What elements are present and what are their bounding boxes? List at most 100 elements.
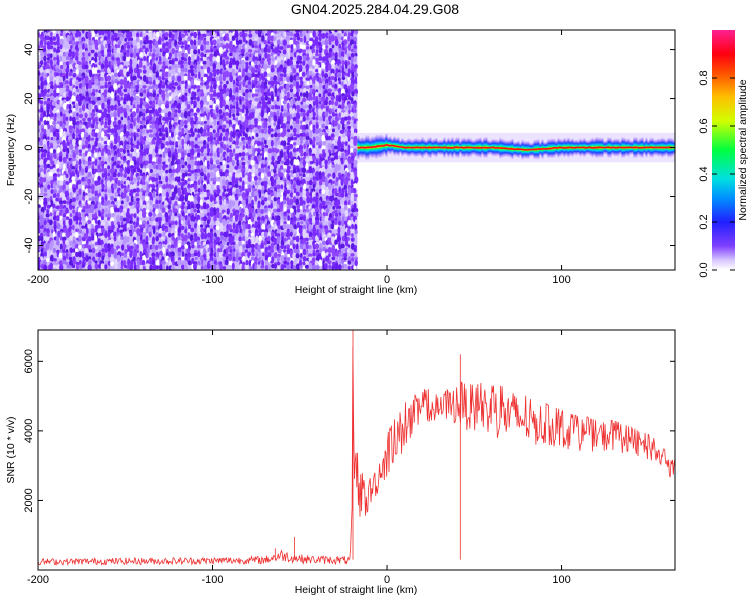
noise-speck (177, 152, 182, 158)
noise-speck (46, 151, 50, 159)
noise-speck (158, 124, 163, 130)
noise-speck (327, 204, 332, 209)
noise-speck (318, 193, 322, 198)
noise-speck (232, 119, 236, 125)
noise-speck (139, 258, 143, 267)
noise-speck (334, 251, 340, 258)
noise-speck (267, 235, 271, 242)
noise-speck (339, 129, 345, 134)
noise-speck (200, 152, 205, 157)
noise-speck (89, 70, 93, 78)
noise-speck (87, 236, 92, 242)
noise-speck (196, 160, 201, 167)
noise-speck (308, 59, 313, 67)
noise-speck (68, 103, 72, 110)
noise-speck (232, 72, 237, 76)
noise-speck (250, 256, 254, 262)
noise-speck (124, 140, 128, 146)
noise-speck (283, 168, 287, 173)
noise-speck (258, 235, 262, 243)
noise-speck (226, 216, 230, 220)
noise-speck (194, 148, 198, 153)
noise-speck (252, 211, 256, 218)
noise-speck (222, 87, 227, 95)
noise-speck (299, 136, 304, 141)
noise-speck (107, 251, 112, 259)
noise-speck (114, 264, 118, 270)
noise-speck (66, 141, 71, 146)
noise-speck (298, 60, 303, 64)
noise-speck (241, 240, 245, 245)
noise-speck (258, 251, 262, 259)
noise-speck (119, 229, 123, 234)
noise-speck (244, 148, 249, 154)
noise-speck (187, 143, 190, 151)
noise-speck (65, 88, 70, 92)
noise-speck (82, 195, 86, 201)
noise-speck (181, 84, 186, 90)
noise-speck (267, 264, 272, 270)
noise-speck (194, 137, 198, 142)
noise-speck (292, 128, 297, 134)
noise-speck (280, 145, 284, 150)
noise-speck (97, 64, 101, 71)
noise-speck (43, 39, 47, 46)
noise-speck (343, 184, 347, 190)
noise-speck (170, 33, 175, 38)
noise-speck (199, 140, 204, 145)
noise-speck (343, 128, 348, 134)
noise-speck (90, 228, 95, 235)
noise-speck (285, 35, 290, 41)
noise-speck (179, 71, 185, 77)
noise-speck (68, 252, 72, 258)
noise-speck (336, 164, 341, 171)
noise-speck (260, 208, 264, 215)
noise-speck (167, 56, 172, 60)
noise-speck (42, 45, 47, 50)
noise-speck (341, 76, 346, 80)
noise-speck (124, 248, 128, 255)
noise-speck (268, 211, 271, 218)
noise-speck (228, 255, 233, 261)
noise-speck (299, 112, 303, 117)
noise-speck (213, 118, 217, 126)
noise-speck (176, 259, 182, 266)
noise-speck (263, 46, 268, 54)
noise-speck (247, 49, 253, 53)
noise-speck (113, 32, 118, 39)
noise-speck (129, 175, 134, 182)
noise-speck (165, 41, 169, 46)
noise-speck (292, 67, 297, 74)
noise-speck (148, 31, 152, 38)
noise-speck (344, 105, 348, 110)
noise-speck (187, 168, 191, 173)
noise-speck (47, 53, 51, 58)
noise-speck (149, 88, 153, 93)
noise-speck (283, 196, 287, 201)
noise-speck (325, 187, 330, 194)
noise-speck (146, 123, 150, 131)
noise-speck (302, 238, 307, 247)
noise-speck (276, 110, 280, 118)
noise-speck (135, 100, 140, 105)
noise-speck (59, 180, 64, 187)
noise-speck (193, 222, 198, 230)
noise-speck (155, 235, 159, 242)
noise-speck (65, 161, 71, 165)
noise-speck (245, 67, 248, 73)
noise-speck (84, 112, 88, 119)
noise-speck (283, 190, 287, 198)
noise-speck (299, 92, 303, 97)
noise-speck (184, 84, 188, 91)
noise-speck (91, 213, 95, 219)
noise-speck (40, 51, 44, 57)
noise-speck (270, 139, 274, 147)
noise-speck (276, 57, 281, 62)
noise-speck (241, 32, 246, 39)
noise-speck (282, 223, 287, 230)
noise-speck (245, 56, 249, 61)
noise-speck (343, 204, 348, 212)
noise-speck (337, 87, 342, 94)
noise-speck (127, 119, 131, 125)
noise-speck (62, 115, 66, 123)
